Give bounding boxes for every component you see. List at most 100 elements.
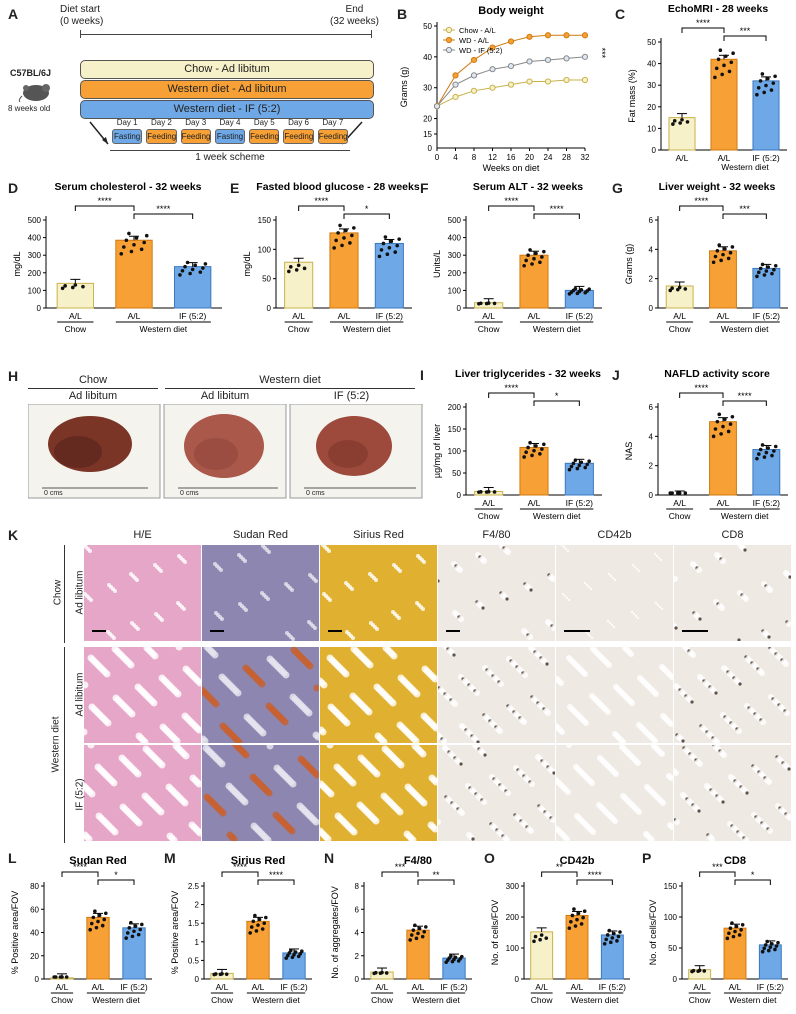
- data-point: [762, 90, 766, 95]
- data-point: [719, 258, 723, 263]
- micrograph-texture: [438, 647, 551, 743]
- y-tick-label: 40: [30, 929, 39, 938]
- bar: [758, 944, 782, 980]
- y-tick-label: 0: [457, 304, 462, 313]
- sig-bracket: [533, 400, 580, 406]
- tissue-feature: [84, 728, 88, 736]
- tissue-feature: [610, 623, 614, 627]
- data-point: [758, 79, 763, 83]
- data-point: [615, 939, 619, 943]
- panel-d: D Serum cholesterol - 32 weeks 0 100 200 300…: [0, 178, 230, 338]
- tissue-feature: [635, 567, 639, 571]
- data-point: [727, 931, 731, 936]
- y-tick-label: 300: [506, 882, 520, 891]
- tissue-feature: [452, 701, 458, 707]
- data-point: [544, 936, 549, 940]
- tissue-feature: [134, 770, 142, 778]
- data-point: [605, 933, 610, 937]
- y-tick-label: 20: [647, 103, 656, 112]
- data-point: [420, 934, 425, 939]
- tissue-feature: [141, 738, 149, 743]
- legend-marker: [445, 26, 453, 34]
- x-tick-label: A/L: [412, 982, 425, 992]
- data-point: [569, 920, 573, 924]
- panel-a: A Diet start (0 weeks) End (32 weeks) C5…: [0, 0, 390, 170]
- data-point: [534, 251, 538, 256]
- tissue-feature: [220, 617, 224, 621]
- tissue-feature: [457, 567, 463, 573]
- tissue-feature: [628, 651, 634, 657]
- chart-title: Serum ALT - 32 weeks: [473, 181, 583, 193]
- tissue-feature: [669, 674, 673, 680]
- sig-stars: **: [556, 862, 564, 872]
- h-ad2: Ad libitum: [200, 390, 250, 402]
- x-tick-label: A/L: [292, 311, 305, 321]
- day-state: Feeding: [180, 129, 211, 144]
- group-label: Western diet: [533, 324, 581, 334]
- data-point: [380, 970, 384, 975]
- tissue-feature: [681, 739, 685, 743]
- sig-stars: *: [751, 870, 755, 880]
- data-point: [144, 233, 149, 238]
- tissue-feature: [564, 547, 568, 551]
- data-point: [288, 265, 293, 269]
- tissue-feature: [306, 662, 314, 670]
- tissue-feature: [343, 719, 351, 727]
- panel-e: E Fasted blood glucose - 28 weeks 0 50 100 1…: [230, 178, 420, 338]
- data-point: [257, 917, 262, 922]
- data-point: [528, 440, 532, 445]
- data-point: [119, 251, 124, 256]
- data-point: [188, 271, 192, 276]
- tissue-feature: [743, 548, 747, 552]
- data-point: [532, 939, 536, 944]
- x-tick-label: A/L: [482, 311, 495, 321]
- age-label: 8 weeks old: [8, 104, 51, 113]
- tissue-feature: [398, 569, 402, 573]
- tissue-feature: [743, 837, 749, 841]
- day-state: Fasting: [112, 129, 143, 144]
- chart-title: Body weight: [478, 5, 544, 17]
- tissue-feature: [242, 751, 250, 759]
- data-point: [715, 249, 720, 253]
- data-point: [253, 913, 257, 918]
- tissue-feature: [631, 563, 635, 567]
- y-tick-label: 50: [262, 275, 271, 284]
- bar: [752, 267, 781, 309]
- group-label: Chow: [288, 324, 311, 334]
- tissue-feature: [181, 799, 189, 807]
- data-point: [344, 228, 348, 233]
- sig-bracket: [722, 213, 767, 219]
- tissue-feature: [550, 817, 555, 823]
- tissue-feature: [527, 634, 533, 640]
- tissue-feature: [314, 733, 319, 741]
- panel-i: I Liver triglycerides - 32 weeks 0 50 100 15…: [420, 365, 610, 525]
- tissue-feature: [397, 761, 405, 769]
- x-tick-label: A/L: [56, 982, 69, 992]
- tissue-feature: [738, 682, 742, 686]
- data-point: [88, 927, 92, 932]
- tissue-feature: [89, 598, 93, 602]
- data-point: [292, 952, 296, 957]
- data-point: [486, 301, 491, 305]
- tissue-feature: [431, 825, 437, 833]
- tissue-feature: [291, 637, 295, 641]
- k-chow-bracket: [64, 545, 65, 643]
- tissue-feature: [234, 689, 242, 697]
- tissue-feature: [175, 647, 183, 651]
- micrograph-texture: [556, 647, 673, 743]
- sig-bracket: [681, 27, 725, 33]
- tissue-feature: [219, 568, 223, 572]
- y-tick-label: 4: [649, 432, 654, 441]
- tissue-feature: [104, 719, 112, 727]
- tissue-feature: [636, 809, 642, 815]
- data-point: [338, 223, 342, 228]
- sig-bracket: [298, 205, 345, 211]
- tissue-feature: [212, 700, 220, 708]
- y-tick-label: 0: [649, 304, 654, 313]
- y-tick-label: 200: [28, 269, 42, 278]
- y-axis-label: mg/dL: [12, 251, 22, 276]
- y-tick-label: 150: [448, 425, 462, 434]
- data-point: [262, 921, 267, 926]
- liver-photos: [28, 404, 423, 499]
- y-tick-label: 40: [647, 60, 656, 69]
